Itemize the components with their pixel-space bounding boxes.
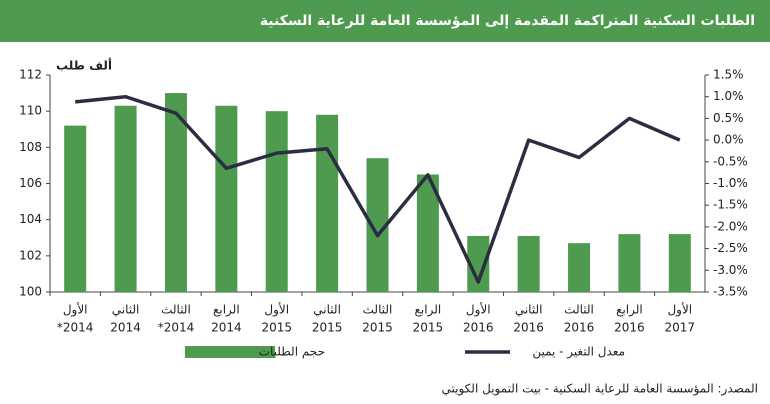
x-tick-label: 2016: [564, 321, 595, 335]
bar: [517, 235, 540, 292]
x-tick-label: 2015: [261, 321, 292, 335]
bar: [215, 105, 238, 292]
x-tick-label: الرابع: [616, 303, 643, 318]
y2-tick-label: -1.5%: [713, 198, 748, 212]
y-tick-label: 104: [19, 212, 42, 226]
y-tick-label: 102: [19, 248, 42, 262]
legend-label: معدل التغير - يمين: [532, 345, 625, 360]
bar: [668, 234, 691, 292]
bar: [416, 174, 439, 292]
y2-tick-label: -2.5%: [713, 241, 748, 255]
x-tick-label: 2016: [614, 321, 645, 335]
x-tick-label: الرابع: [415, 303, 442, 318]
x-tick-label: 2014: [211, 321, 242, 335]
x-tick-label: *2014: [57, 321, 94, 335]
source: المصدر: المؤسسة العامة للرعاية السكنية -…: [442, 382, 758, 397]
y2-tick-label: -3.5%: [713, 285, 748, 299]
x-tick-label: الثاني: [313, 303, 341, 317]
y2-tick-label: -2.0%: [713, 219, 748, 233]
bar: [164, 93, 187, 292]
y-tick-label: 110: [19, 104, 42, 118]
x-tick-label: 2015: [413, 321, 444, 335]
x-tick-label: الأول: [466, 302, 491, 318]
x-tick-label: 2016: [463, 321, 494, 335]
x-tick-label: الثالث: [161, 303, 191, 317]
y-tick-label: 106: [19, 176, 42, 190]
y2-tick-label: -0.5%: [713, 154, 748, 168]
y2-tick-label: 0.5%: [713, 111, 744, 125]
x-tick-label: 2016: [513, 321, 544, 335]
bar: [568, 243, 591, 292]
x-tick-label: الأول: [264, 302, 289, 318]
y2-tick-label: 1.5%: [713, 68, 744, 82]
chart-title: الطلبات السكنية المتراكمة المقدمة إلى ال…: [260, 13, 755, 29]
bar: [366, 158, 389, 292]
legend-label: حجم الطلبات: [259, 345, 325, 359]
y2-tick-label: -3.0%: [713, 263, 748, 277]
x-tick-label: الأول: [667, 302, 692, 318]
x-tick-label: الرابع: [213, 303, 240, 318]
x-tick-label: الثالث: [363, 303, 393, 317]
y2-tick-label: 0.0%: [713, 133, 744, 147]
bar: [467, 235, 490, 292]
bar: [114, 105, 137, 292]
x-tick-label: الأول: [63, 302, 88, 318]
x-tick-label: الثاني: [112, 303, 140, 317]
x-tick-label: الثاني: [515, 303, 543, 317]
x-tick-label: *2014: [158, 321, 195, 335]
bar: [265, 111, 288, 293]
x-tick-label: 2015: [362, 321, 393, 335]
bar: [316, 114, 339, 293]
x-tick-label: الثالث: [564, 303, 594, 317]
y2-tick-label: 1.0%: [713, 89, 744, 103]
y-tick-label: 112: [19, 68, 42, 82]
bar: [618, 234, 641, 292]
y2-tick-label: -1.0%: [713, 176, 748, 190]
legend-swatch: [185, 346, 275, 358]
line: [75, 94, 681, 284]
x-tick-label: 2015: [312, 321, 343, 335]
y-axis-label: ألف طلب: [56, 58, 112, 73]
x-tick-label: 2014: [110, 321, 141, 335]
y-tick-label: 108: [19, 140, 42, 154]
y-tick-label: 100: [19, 285, 42, 299]
x-tick-label: 2017: [665, 321, 696, 335]
bar: [64, 125, 87, 292]
title-bar: [0, 0, 770, 42]
